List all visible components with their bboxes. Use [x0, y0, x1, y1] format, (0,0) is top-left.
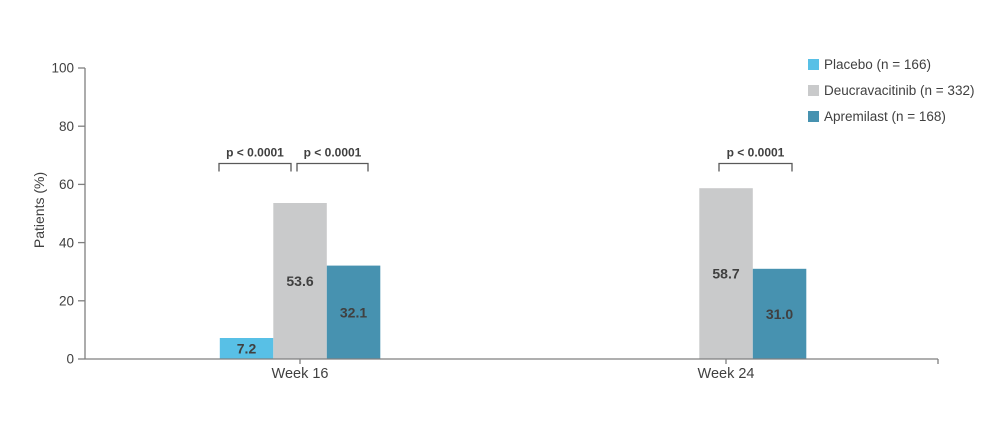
y-tick-label: 80	[59, 119, 74, 134]
p-value-label: p < 0.0001	[727, 146, 785, 160]
bar-apremilast-week-16	[326, 265, 381, 359]
p-value-label: p < 0.0001	[226, 146, 284, 160]
legend-label: Placebo (n = 166)	[824, 57, 931, 72]
legend-swatch-icon	[808, 85, 819, 96]
legend-item-placebo: Placebo (n = 166)	[808, 56, 974, 73]
legend-label: Apremilast (n = 168)	[824, 109, 946, 124]
y-axis-title: Patients (%)	[31, 172, 47, 248]
bar-apremilast-week-24	[752, 268, 807, 359]
x-category-label: Week 16	[272, 366, 329, 382]
legend-swatch-icon	[808, 59, 819, 70]
bar-value-label: 32.1	[340, 304, 367, 320]
x-category-label: Week 24	[698, 366, 755, 382]
significance-bracket	[218, 162, 292, 172]
bar-deucravacitinib-week-16	[273, 203, 327, 359]
legend-item-deucravacitinib: Deucravacitinib (n = 332)	[808, 82, 974, 99]
bar-placebo-week-16	[219, 338, 274, 359]
significance-bracket	[718, 162, 793, 172]
bar-value-label: 53.6	[286, 273, 313, 289]
bar-value-label: 58.7	[712, 266, 739, 282]
legend: Placebo (n = 166) Deucravacitinib (n = 33…	[808, 56, 974, 125]
y-tick-label: 100	[51, 61, 74, 76]
legend-label: Deucravacitinib (n = 332)	[824, 83, 975, 98]
legend-item-apremilast: Apremilast (n = 168)	[808, 108, 974, 125]
y-tick-label: 0	[66, 352, 74, 367]
bar-value-label: 31.0	[766, 306, 793, 322]
legend-swatch-icon	[808, 111, 819, 122]
y-tick-label: 20	[59, 294, 74, 309]
bar-deucravacitinib-week-24	[699, 188, 753, 359]
y-tick-label: 40	[59, 235, 74, 250]
y-tick-label: 60	[59, 177, 74, 192]
bar-value-label: 7.2	[237, 341, 257, 357]
significance-bracket	[296, 162, 369, 172]
p-value-label: p < 0.0001	[304, 146, 362, 160]
